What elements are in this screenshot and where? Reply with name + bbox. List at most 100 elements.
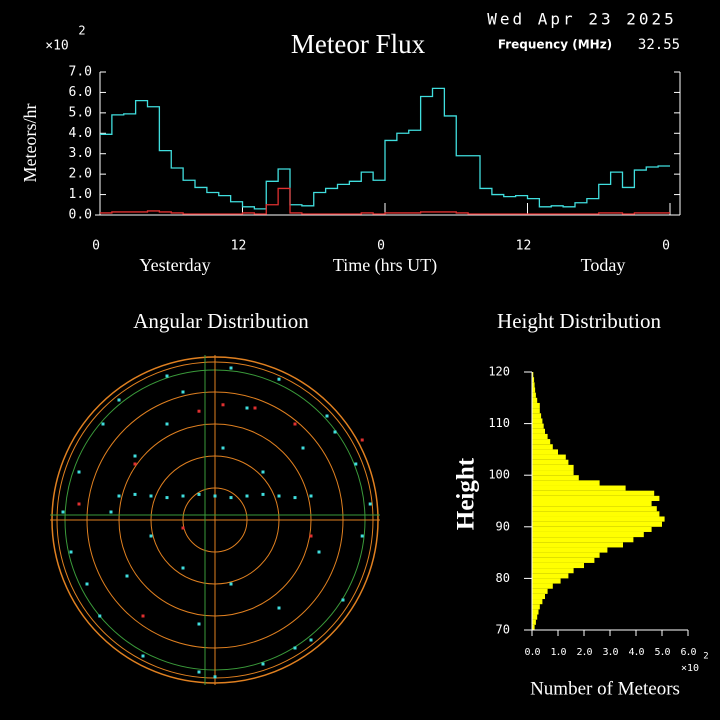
meteor-point [77,470,81,474]
y-tick-label: 110 [488,416,510,430]
histogram-bar [532,511,660,517]
histogram-bar [532,588,548,594]
histogram-bar [532,609,539,615]
histogram-bar [532,459,569,465]
meteor-point [165,496,169,500]
x-tick-label: 1.0 [550,647,566,658]
meteor-point [197,670,201,674]
histogram-bar [532,537,634,543]
meteor-point [368,502,372,506]
y-tick-label: 100 [488,468,510,482]
histogram-bar [532,516,665,522]
flux-line [100,187,670,215]
x-tick-label: 6.0 [680,647,696,658]
meteor-point [213,675,217,679]
x-tick-label: 0 [377,239,385,254]
meteor-point [277,606,281,610]
meteor-point [197,492,201,496]
x-tick-label: 0 [92,239,100,254]
meteor-point [181,494,185,498]
y-axis-label: Meteors/hr [20,104,40,183]
chart-title: Height Distribution [497,309,661,333]
x-tick-label: 5.0 [654,647,670,658]
meteor-point [197,622,201,626]
chart-title: Meteor Flux [291,29,426,59]
histogram-bar [532,485,626,491]
meteor-point [333,430,337,434]
meteor-point [354,462,358,466]
meteor-point [98,614,102,618]
day-label: Yesterday [139,255,210,275]
histogram-bar [532,562,584,569]
x-multiplier: ×10 [681,663,699,674]
meteor-point [221,403,225,407]
meteor-point [325,414,329,418]
meteor-point [309,494,313,498]
y-axis-label: Height [453,457,480,530]
histogram-bar [532,470,574,476]
meteor-point [77,502,81,506]
histogram-bar [532,568,574,574]
meteor-point [133,454,137,458]
histogram-bar [532,542,623,548]
x-axis-label: Time (hrs UT) [333,255,437,276]
histogram-bar [532,433,548,440]
meteor-point [197,409,201,413]
meteor-point [245,494,249,498]
meteor-point [261,662,265,666]
meteor-point [301,446,305,450]
meteor-point [125,574,129,578]
histogram-bar [532,454,566,460]
histogram-bar [532,418,543,424]
meteor-point [165,422,169,426]
histogram-bar [532,490,655,496]
histogram-bar [532,413,542,419]
meteor-point [165,374,169,378]
histogram-bar [532,377,535,383]
meteor-point [360,438,364,442]
y-tick-label: 0.0 [69,208,92,223]
y-tick-label: 6.0 [69,85,92,100]
meteor-point [261,470,265,474]
meteor-point [277,377,281,381]
meteor-point [309,638,313,642]
polar-grid [50,355,380,685]
meteor-point [85,582,89,586]
histogram-bar [532,526,652,532]
meteor-point [149,534,153,538]
histogram-bar [532,392,536,398]
y-tick-label: 2.0 [69,167,92,182]
histogram-bar [532,578,561,584]
meteor-point [293,496,297,500]
meteor-point [277,494,281,498]
histogram-bar [532,387,536,393]
histogram-bar [532,408,540,414]
meteor-point [317,550,321,554]
x-tick-label: 4.0 [628,647,644,658]
histogram-bar [532,428,545,434]
y-tick-label: 90 [496,519,510,533]
meteor-point [149,494,153,498]
histogram-bar [532,449,558,455]
meteor-point [341,598,345,602]
y-tick-label: 4.0 [69,126,92,141]
meteor-point [261,492,265,496]
meteor-point [360,534,364,538]
histogram-bar [532,593,545,600]
meteor-point [229,582,233,586]
x-tick-label: 12 [516,239,532,254]
y-tick-label: 80 [496,571,510,585]
day-label: Today [581,255,626,275]
histogram-bar [532,521,662,527]
y-tick-label: 1.0 [69,187,92,202]
meteor-point [109,510,113,514]
x-tick-label: 0.0 [524,647,540,658]
histogram-bar [532,599,543,605]
histogram-bar [532,372,534,378]
y-tick-label: 70 [496,623,510,637]
meteor-point [69,550,73,554]
x-multiplier-exp: 2 [703,652,708,662]
histogram-bar [532,583,553,589]
